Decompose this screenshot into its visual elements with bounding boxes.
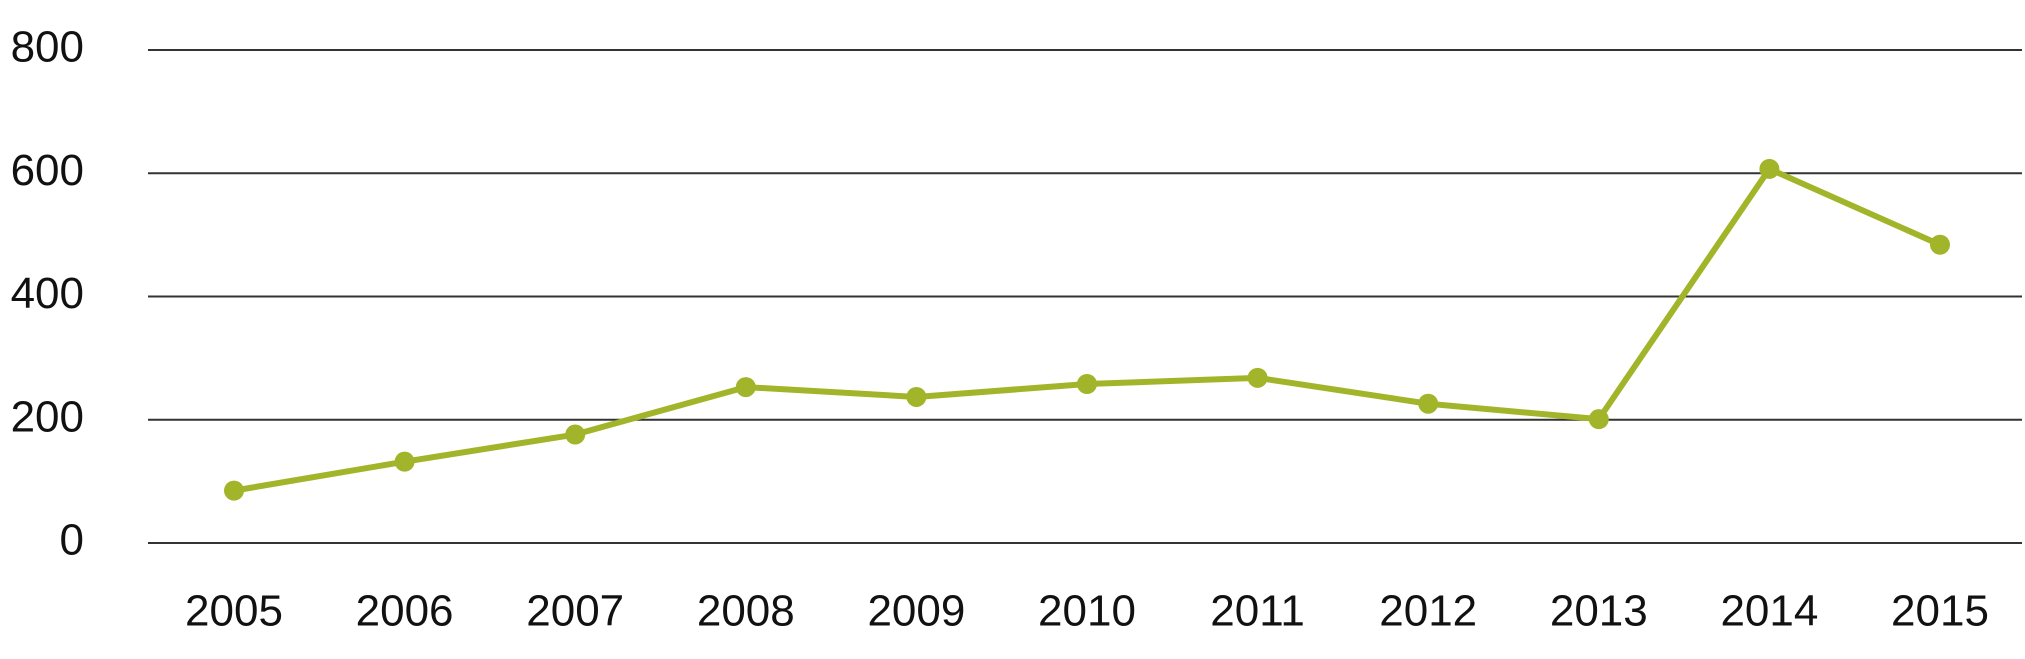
- data-point: [1759, 158, 1780, 179]
- data-point: [735, 377, 756, 398]
- x-tick-label: 2006: [356, 587, 454, 636]
- x-tick-label: 2011: [1210, 587, 1305, 636]
- data-point: [906, 386, 927, 407]
- y-tick-label: 600: [11, 146, 84, 195]
- x-tick-label: 2012: [1379, 587, 1477, 636]
- y-tick-label: 400: [11, 269, 84, 318]
- x-tick-label: 2008: [697, 587, 795, 636]
- x-tick-label: 2007: [526, 587, 624, 636]
- x-tick-label: 2013: [1550, 587, 1648, 636]
- data-line: [233, 165, 1942, 494]
- data-point: [565, 424, 586, 445]
- data-point: [394, 451, 415, 472]
- y-tick-label: 200: [11, 392, 84, 441]
- y-tick-label: 0: [60, 516, 84, 565]
- y-tick-label: 800: [11, 23, 84, 72]
- data-point: [1930, 234, 1950, 255]
- x-tick-label: 2015: [1891, 587, 1989, 636]
- x-tick-label: 2005: [185, 587, 283, 636]
- data-point: [224, 480, 244, 501]
- x-tick-label: 2010: [1038, 587, 1136, 636]
- data-point: [1588, 409, 1609, 430]
- data-point: [1418, 393, 1439, 414]
- data-point: [1247, 367, 1268, 388]
- x-tick-label: 2014: [1720, 587, 1818, 636]
- x-tick-label: 2009: [867, 587, 965, 636]
- data-point: [1077, 374, 1097, 395]
